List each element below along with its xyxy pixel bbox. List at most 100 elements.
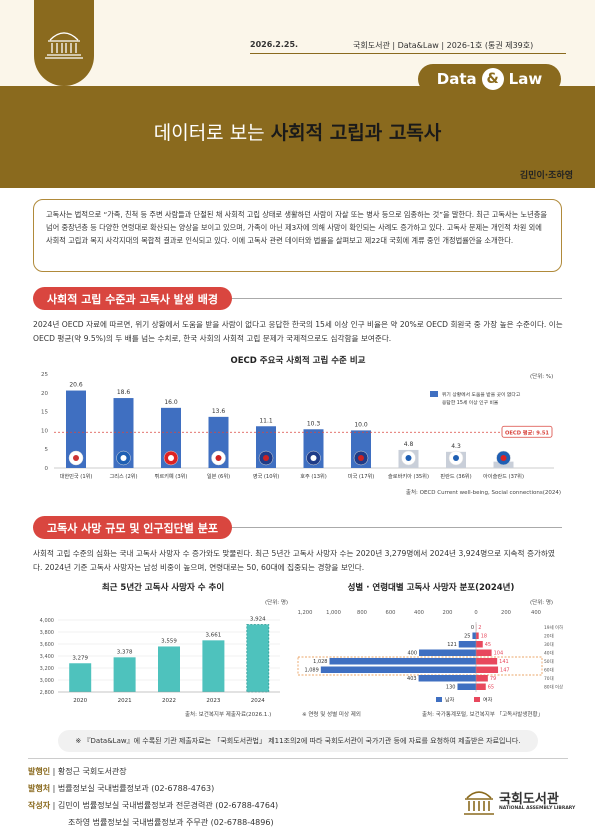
submission-note: ※ 『Data&Law』에 수록된 기관 제출자료는 「국회도서관법」 제11조… <box>58 730 538 752</box>
page-title: 데이터로 보는 사회적 고립과 고독사 <box>0 118 595 145</box>
pyramid-chart-title: 성별 · 연령대별 고독사 사망자 분포(2024년) <box>347 583 515 593</box>
section2-title: 고독사 사망 규모 및 인구집단별 분포 <box>33 516 232 539</box>
pyramid-age-label: 60대 <box>544 667 554 674</box>
oecd-legend-label: 위기 상황에서 도움을 받을 곳이 없다고 <box>442 391 521 398</box>
oecd-category-label: 아이슬란드 (37위) <box>483 472 524 480</box>
pyramid-highlight-box <box>297 656 543 676</box>
oecd-chart-unit: (단위: %) <box>530 374 554 380</box>
pyramid-female-label: 141 <box>499 659 509 665</box>
oecd-value-label: 10.0 <box>354 421 368 428</box>
pyramid-male-bar <box>457 683 476 690</box>
trend-ytick: 3,800 <box>40 630 54 636</box>
pyramid-female-label: 65 <box>488 685 494 691</box>
trend-value-label: 3,924 <box>250 617 266 623</box>
publisher-line: 발행인 | 황정근 국회도서관장 <box>28 767 127 776</box>
oecd-bar <box>113 398 134 468</box>
pyramid-xtick: 600 <box>386 610 396 616</box>
title-bold: 사회적 고립과 고독사 <box>270 122 442 144</box>
pyramid-male-label: 25 <box>464 634 470 640</box>
pyramid-female-label: 147 <box>500 668 510 674</box>
trend-value-label: 3,378 <box>117 649 133 655</box>
pyramid-age-label: 19세 이하 <box>544 624 563 631</box>
pyramid-female-bar <box>476 658 498 665</box>
oecd-value-label: 13.6 <box>212 408 226 415</box>
trend-ytick: 2,800 <box>40 690 54 696</box>
pyramid-xtick: 800 <box>357 610 367 616</box>
trend-bar <box>246 624 270 693</box>
pyramid-chart-note: ※ 연령 및 성별 미상 제외 <box>302 712 361 718</box>
trend-category-label: 2024 <box>251 698 265 704</box>
section2-rule <box>33 527 562 528</box>
trend-ytick: 3,600 <box>40 642 54 648</box>
library-logo-text: 국회도서관 <box>499 792 559 807</box>
trend-bar <box>158 646 180 692</box>
badge-data: Data <box>436 70 477 88</box>
oecd-value-label: 16.0 <box>164 399 178 406</box>
oecd-legend-swatch <box>430 391 438 397</box>
oecd-category-label: 핀란드 (36위) <box>440 472 471 480</box>
footer-divider <box>28 758 568 759</box>
oecd-value-label: 10.3 <box>307 420 321 427</box>
pyramid-male-label: 130 <box>446 685 456 691</box>
section2-paragraph: 사회적 고립 수준의 심화는 국내 고독사 사망자 수 증가와도 맞물린다. 최… <box>33 549 555 572</box>
pyramid-female-label: 2 <box>478 625 481 631</box>
trend-ytick: 4,000 <box>40 618 54 624</box>
pyramid-female-label: 79 <box>490 676 496 682</box>
pyramid-xtick: 0 <box>474 610 477 616</box>
section1-paragraph: 2024년 OECD 자료에 따르면, 위기 상황에서 도움을 받을 사람이 없… <box>33 320 563 343</box>
trend-chart-unit: (단위: 명) <box>265 600 289 606</box>
pyramid-age-label: 30대 <box>544 641 554 648</box>
pyramid-male-bar <box>418 675 476 682</box>
oecd-bar <box>66 390 86 468</box>
pyramid-male-label: 400 <box>407 651 417 657</box>
pyramid-legend-female-swatch <box>474 697 480 702</box>
library-logo-subtext: NATIONAL ASSEMBLY LIBRARY <box>499 806 576 811</box>
pyramid-female-bar <box>476 632 479 639</box>
oecd-category-label: 슬로바키아 (35위) <box>388 472 429 480</box>
pyramid-chart-source: 출처: 국가통계포털, 보건복지부 「고독사발생현황」 <box>422 712 544 718</box>
trend-value-label: 3,661 <box>206 632 222 638</box>
oecd-category-label: 일본 (6위) <box>207 472 230 480</box>
flag-gb-emblem <box>263 455 269 461</box>
flag-jp-emblem <box>215 455 222 461</box>
issue-date: 2026.2.25. <box>250 40 299 49</box>
oecd-category-label: 영국 (10위) <box>253 472 280 480</box>
writer-line: 작성자 | 김민이 법률정보실 국내법률정보과 전문경력관 (02-6788-4… <box>28 801 279 810</box>
section1-rule <box>33 298 562 299</box>
trend-ytick: 3,200 <box>40 666 54 672</box>
trend-ytick: 3,400 <box>40 654 54 660</box>
pyramid-female-bar <box>476 683 486 690</box>
building-icon <box>45 32 83 59</box>
oecd-legend-label-2: 응답한 15세 이상 인구 비율 <box>442 399 499 406</box>
trend-value-label: 3,279 <box>72 655 88 661</box>
pyramid-age-label: 70대 <box>544 675 554 682</box>
trend-category-label: 2023 <box>206 698 220 704</box>
pyramid-age-label: 80대 이상 <box>544 684 563 691</box>
trend-chart-source: 출처: 보건복지부 제출자료(2026.1.) <box>185 712 272 718</box>
pyramid-chart-unit: (단위: 명) <box>530 600 554 606</box>
pyramid-female-bar <box>476 641 483 648</box>
oecd-average-box <box>501 425 553 438</box>
oecd-value-label: 18.6 <box>117 389 131 396</box>
pyramid-xtick: 200 <box>443 610 453 616</box>
pyramid-male-bar <box>320 666 476 673</box>
oecd-average-label: OECD 평균: 9.51 <box>505 428 549 436</box>
pyramid-male-bar <box>419 649 476 656</box>
pyramid-xtick: 1,000 <box>326 610 341 616</box>
oecd-chart-source: 출처: OECD Current well-being, Social conn… <box>405 490 561 496</box>
oecd-category-label: 그리스 (2위) <box>109 472 137 480</box>
pyramid-female-label: 18 <box>481 634 487 640</box>
flag-kr-emblem <box>73 455 79 461</box>
publisher-label: 발행인 <box>28 767 51 776</box>
oecd-value-label: 11.1 <box>259 417 273 424</box>
oecd-chart-title: OECD 주요국 사회적 고립 수준 비교 <box>230 356 366 366</box>
pyramid-male-label: 0 <box>471 625 474 631</box>
pyramid-female-bar <box>476 675 488 682</box>
trend-bar <box>69 663 92 692</box>
pyramid-xtick: 1,200 <box>298 610 313 616</box>
pyramid-male-label: 121 <box>447 642 457 648</box>
issuer-line: 발행처 | 법률정보실 국내법률정보과 (02-6788-4763) <box>28 784 215 793</box>
pyramid-legend-male-swatch <box>436 697 442 702</box>
flag-fi-emblem <box>453 455 459 461</box>
summary-box: 고독사는 법적으로 “가족, 친척 등 주변 사람들과 단절된 채 사회적 고립… <box>33 199 562 272</box>
